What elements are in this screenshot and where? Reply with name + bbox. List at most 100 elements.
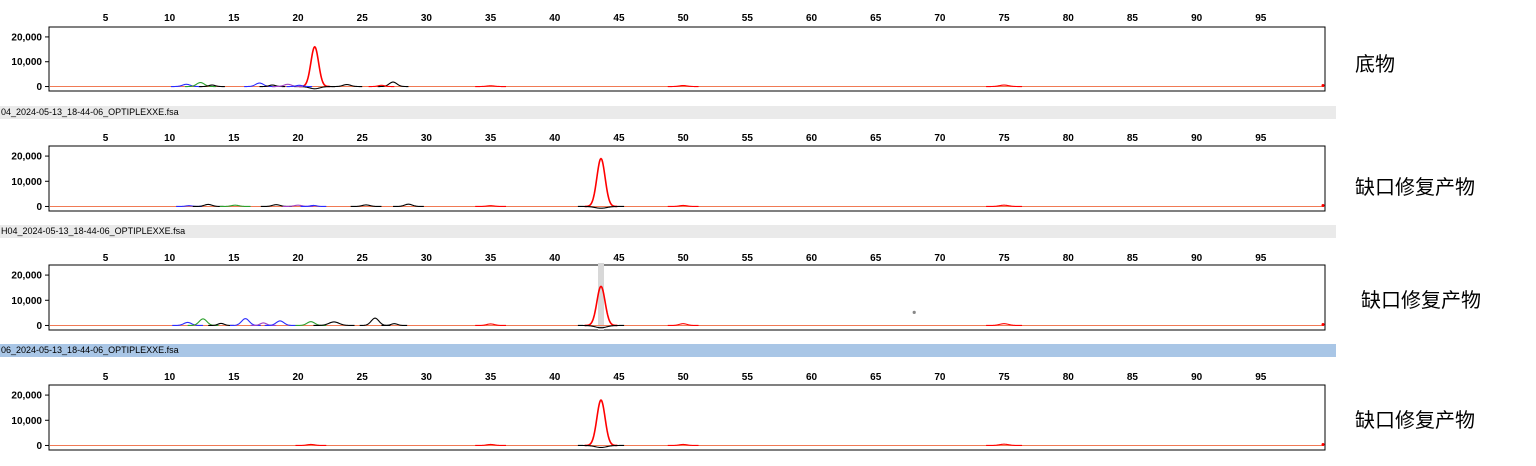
trace-peak bbox=[244, 82, 275, 88]
x-tick-label: 15 bbox=[228, 372, 240, 383]
trace-peak bbox=[667, 323, 699, 327]
x-tick-label: 30 bbox=[421, 13, 433, 24]
file-name-bar[interactable]: H04_2024-05-13_18-44-06_OPTIPLEXXE.fsa bbox=[0, 225, 1336, 238]
y-tick-label: 0 bbox=[36, 202, 42, 213]
x-tick-label: 65 bbox=[870, 253, 882, 264]
y-tick-label: 10,000 bbox=[11, 296, 42, 307]
y-tick-label: 20,000 bbox=[11, 391, 42, 402]
x-tick-label: 90 bbox=[1191, 133, 1203, 144]
x-tick-label: 45 bbox=[613, 372, 625, 383]
trace-end-marker bbox=[1321, 84, 1325, 88]
trace-peak bbox=[286, 84, 313, 88]
x-tick-label: 50 bbox=[678, 133, 690, 144]
x-tick-label: 50 bbox=[678, 372, 690, 383]
trace-peak bbox=[219, 204, 251, 208]
x-tick-label: 75 bbox=[999, 253, 1011, 264]
x-tick-label: 20 bbox=[292, 133, 304, 144]
trace-peak bbox=[475, 323, 506, 327]
trace-peak bbox=[986, 84, 1023, 88]
trace-peak bbox=[584, 285, 618, 327]
trace-peak bbox=[272, 83, 304, 88]
x-tick-label: 55 bbox=[742, 253, 754, 264]
trace-peak bbox=[475, 85, 506, 88]
trace-peak bbox=[192, 203, 224, 208]
trace-peak bbox=[313, 321, 355, 327]
trace-peak bbox=[393, 203, 424, 208]
y-tick-label: 0 bbox=[36, 441, 42, 452]
sample-label: 缺口修复产物 bbox=[1355, 408, 1475, 432]
x-tick-label: 40 bbox=[549, 372, 561, 383]
x-tick-label: 55 bbox=[742, 13, 754, 24]
trace-peak bbox=[584, 157, 618, 208]
file-name-bar[interactable]: 06_2024-05-13_18-44-06_OPTIPLEXXE.fsa bbox=[0, 344, 1336, 357]
x-tick-label: 80 bbox=[1063, 253, 1075, 264]
trace-peak bbox=[172, 321, 204, 327]
x-tick-label: 70 bbox=[934, 133, 946, 144]
x-tick-label: 55 bbox=[742, 133, 754, 144]
x-tick-label: 15 bbox=[228, 133, 240, 144]
x-tick-label: 75 bbox=[999, 372, 1011, 383]
x-tick-label: 25 bbox=[357, 133, 369, 144]
x-tick-label: 80 bbox=[1063, 133, 1075, 144]
x-tick-label: 90 bbox=[1191, 372, 1203, 383]
plot-frame bbox=[48, 384, 1326, 451]
y-tick-label: 10,000 bbox=[11, 177, 42, 188]
x-tick-label: 30 bbox=[421, 253, 433, 264]
trace-peak bbox=[986, 204, 1023, 208]
x-tick-label: 10 bbox=[164, 253, 176, 264]
x-tick-label: 20 bbox=[292, 372, 304, 383]
x-tick-label: 75 bbox=[999, 133, 1011, 144]
trace-peak bbox=[584, 399, 618, 447]
x-tick-label: 70 bbox=[934, 253, 946, 264]
x-tick-label: 90 bbox=[1191, 253, 1203, 264]
x-tick-label: 60 bbox=[806, 372, 818, 383]
x-tick-label: 55 bbox=[742, 372, 754, 383]
selected-peak-band bbox=[597, 263, 604, 330]
trace-peak bbox=[208, 322, 234, 327]
x-tick-label: 30 bbox=[421, 372, 433, 383]
x-tick-label: 60 bbox=[806, 253, 818, 264]
x-tick-label: 65 bbox=[870, 372, 882, 383]
trace-peak bbox=[300, 204, 327, 208]
electropherogram-panel: 5 10 15 20 25 30 35 40 45 50 55 60 65 70 75 80 85 90 95 20,… bbox=[11, 372, 1326, 452]
trace-peak bbox=[577, 444, 625, 449]
trace-peak bbox=[986, 443, 1023, 447]
x-tick-label: 35 bbox=[485, 13, 497, 24]
y-tick-label: 0 bbox=[36, 321, 42, 332]
x-tick-label: 60 bbox=[806, 133, 818, 144]
x-tick-label: 90 bbox=[1191, 13, 1203, 24]
x-tick-label: 40 bbox=[549, 133, 561, 144]
trace-peak bbox=[264, 320, 296, 327]
x-tick-label: 50 bbox=[678, 13, 690, 24]
x-tick-label: 65 bbox=[870, 13, 882, 24]
trace-end-marker bbox=[1321, 442, 1325, 446]
plot-frame bbox=[48, 26, 1326, 92]
x-tick-label: 5 bbox=[103, 253, 109, 264]
file-name-bar[interactable]: 04_2024-05-13_18-44-06_OPTIPLEXXE.fsa bbox=[0, 106, 1336, 119]
plot-frame bbox=[48, 264, 1326, 331]
trace-peak bbox=[170, 83, 202, 88]
x-tick-label: 80 bbox=[1063, 13, 1075, 24]
y-tick-label: 20,000 bbox=[11, 32, 42, 43]
x-tick-label: 25 bbox=[357, 13, 369, 24]
x-tick-label: 85 bbox=[1127, 372, 1139, 383]
trace-peak bbox=[368, 84, 395, 88]
x-tick-label: 40 bbox=[549, 13, 561, 24]
x-tick-label: 45 bbox=[613, 133, 625, 144]
cursor-dot bbox=[912, 310, 916, 314]
y-tick-label: 20,000 bbox=[11, 152, 42, 163]
trace-peak bbox=[577, 324, 625, 329]
x-tick-label: 20 bbox=[292, 13, 304, 24]
x-tick-label: 20 bbox=[292, 253, 304, 264]
trace-peak bbox=[667, 204, 699, 208]
x-tick-label: 70 bbox=[934, 13, 946, 24]
sample-label: 缺口修复产物 bbox=[1361, 288, 1481, 312]
x-tick-label: 10 bbox=[164, 133, 176, 144]
sample-label: 底物 bbox=[1355, 52, 1395, 76]
x-tick-label: 15 bbox=[228, 253, 240, 264]
x-tick-label: 15 bbox=[228, 13, 240, 24]
trace-peak bbox=[199, 84, 225, 88]
x-tick-label: 5 bbox=[103, 13, 109, 24]
trace-peak bbox=[295, 443, 327, 447]
